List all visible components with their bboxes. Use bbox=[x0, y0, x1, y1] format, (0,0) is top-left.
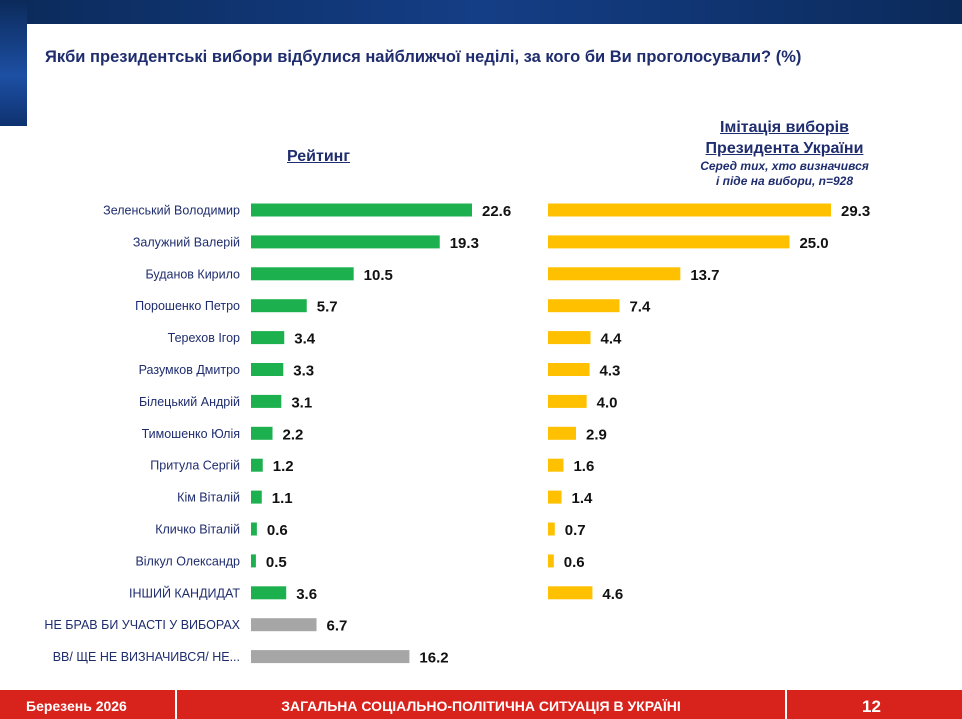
rating-value-label: 16.2 bbox=[419, 650, 448, 667]
imitation-bar bbox=[548, 522, 555, 536]
rating-bar bbox=[251, 235, 440, 249]
category-label: Зеленський Володимир bbox=[103, 204, 240, 218]
rating-value-label: 22.6 bbox=[482, 203, 511, 220]
category-label: ІНШИЙ КАНДИДАТ bbox=[129, 585, 240, 600]
imitation-value-label: 4.6 bbox=[602, 586, 623, 603]
imitation-value-label: 1.4 bbox=[572, 490, 594, 507]
footer-bar: Березень 2026 ЗАГАЛЬНА СОЦІАЛЬНО-ПОЛІТИЧ… bbox=[0, 690, 962, 719]
imitation-bar bbox=[548, 458, 564, 472]
imitation-subtitle-line2: і піде на вибори, n=928 bbox=[715, 174, 854, 188]
imitation-value-label: 13.7 bbox=[690, 267, 719, 284]
category-label: Вілкул Олександр bbox=[135, 554, 240, 568]
imitation-value-label: 29.3 bbox=[841, 203, 870, 220]
imitation-value-label: 4.4 bbox=[600, 331, 622, 348]
imitation-value-label: 2.9 bbox=[586, 426, 607, 443]
imitation-bar bbox=[548, 363, 590, 376]
page-number: 12 bbox=[862, 697, 881, 716]
footer-divider bbox=[175, 690, 177, 719]
imitation-header-line1: Імітація виборів bbox=[720, 119, 849, 136]
category-label: Буданов Кирило bbox=[145, 267, 240, 281]
rating-header: Рейтинг bbox=[287, 148, 351, 165]
left-decor-bar bbox=[0, 0, 27, 126]
bar-charts: Зеленський Володимир 22.6 Залужний Валерій… bbox=[44, 203, 870, 667]
imitation-header: Імітація виборів Президента України Сере… bbox=[682, 117, 887, 189]
imitation-value-label: 7.4 bbox=[629, 299, 651, 316]
rating-value-label: 1.2 bbox=[273, 458, 294, 475]
imitation-bar bbox=[548, 203, 831, 217]
imitation-value-label: 25.0 bbox=[799, 235, 828, 252]
imitation-bar bbox=[548, 394, 587, 408]
top-decor-bar bbox=[0, 0, 962, 24]
footer-divider bbox=[785, 690, 787, 719]
imitation-value-label: 0.6 bbox=[564, 554, 585, 571]
rating-value-label: 3.4 bbox=[294, 331, 316, 348]
category-label: Тимошенко Юлія bbox=[142, 427, 240, 441]
rating-bar bbox=[251, 650, 410, 664]
imitation-bar bbox=[548, 490, 562, 504]
category-label: Залужний Валерій bbox=[133, 235, 240, 249]
imitation-value-label: 4.3 bbox=[600, 363, 621, 380]
category-label: НЕ БРАВ БИ УЧАСТІ У ВИБОРАХ bbox=[44, 618, 240, 632]
rating-bar bbox=[251, 363, 284, 376]
rating-bar bbox=[251, 267, 354, 281]
imitation-bar bbox=[548, 267, 681, 281]
rating-bar bbox=[251, 522, 257, 536]
imitation-subtitle-line1: Серед тих, хто визначився bbox=[700, 159, 869, 173]
rating-bar bbox=[251, 331, 285, 345]
imitation-header-line2: Президента України bbox=[705, 140, 864, 157]
rating-bar bbox=[251, 586, 287, 600]
imitation-value-label: 0.7 bbox=[565, 522, 586, 539]
rating-bar bbox=[251, 618, 317, 632]
rating-value-label: 0.6 bbox=[267, 522, 288, 539]
rating-value-label: 3.6 bbox=[296, 586, 317, 603]
category-label: ВВ/ ЩЕ НЕ ВИЗНАЧИВСЯ/ НЕ... bbox=[53, 650, 240, 664]
rating-bar bbox=[251, 203, 472, 217]
rating-bar bbox=[251, 458, 263, 472]
category-label: Білецький Андрій bbox=[139, 395, 240, 409]
category-label: Порошенко Петро bbox=[135, 299, 240, 313]
imitation-bar bbox=[548, 586, 593, 600]
rating-value-label: 3.1 bbox=[291, 394, 312, 411]
rating-value-label: 6.7 bbox=[327, 618, 348, 635]
category-label: Кличко Віталій bbox=[155, 523, 240, 537]
rating-value-label: 1.1 bbox=[272, 490, 293, 507]
imitation-value-label: 4.0 bbox=[597, 394, 618, 411]
imitation-bar bbox=[548, 554, 554, 568]
rating-bar bbox=[251, 299, 307, 313]
category-label: Притула Сергій bbox=[150, 459, 240, 473]
imitation-bar bbox=[548, 299, 620, 313]
rating-value-label: 3.3 bbox=[293, 363, 314, 380]
rating-value-label: 5.7 bbox=[317, 299, 338, 316]
rating-bar bbox=[251, 426, 273, 440]
rating-value-label: 0.5 bbox=[266, 554, 287, 571]
footer-date: Березень 2026 bbox=[26, 698, 127, 714]
category-label: Кім Віталій bbox=[177, 491, 240, 505]
rating-value-label: 10.5 bbox=[364, 267, 393, 284]
question-title: Якби президентські вибори відбулися найб… bbox=[45, 48, 802, 66]
rating-bar bbox=[251, 394, 282, 408]
category-label: Терехов Ігор bbox=[168, 331, 240, 345]
imitation-bar bbox=[548, 331, 591, 345]
imitation-bar bbox=[548, 426, 577, 440]
category-label: Разумков Дмитро bbox=[139, 363, 240, 377]
rating-bar bbox=[251, 554, 256, 568]
footer-title: ЗАГАЛЬНА СОЦІАЛЬНО-ПОЛІТИЧНА СИТУАЦІЯ В … bbox=[281, 698, 681, 714]
rating-value-label: 19.3 bbox=[450, 235, 479, 252]
rating-bar bbox=[251, 490, 262, 504]
imitation-bar bbox=[548, 235, 790, 249]
rating-value-label: 2.2 bbox=[283, 426, 304, 443]
imitation-value-label: 1.6 bbox=[573, 458, 594, 475]
